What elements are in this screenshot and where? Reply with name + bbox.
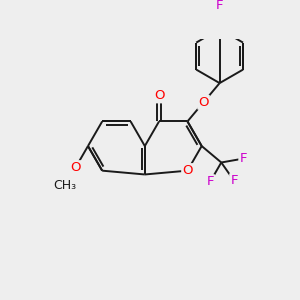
Text: O: O: [70, 161, 81, 174]
Text: O: O: [182, 164, 193, 177]
Text: F: F: [230, 174, 238, 187]
Text: F: F: [206, 175, 214, 188]
Text: O: O: [154, 89, 164, 102]
Text: CH₃: CH₃: [54, 179, 77, 192]
Text: O: O: [198, 96, 209, 109]
Text: F: F: [216, 0, 224, 12]
Text: F: F: [239, 152, 247, 165]
